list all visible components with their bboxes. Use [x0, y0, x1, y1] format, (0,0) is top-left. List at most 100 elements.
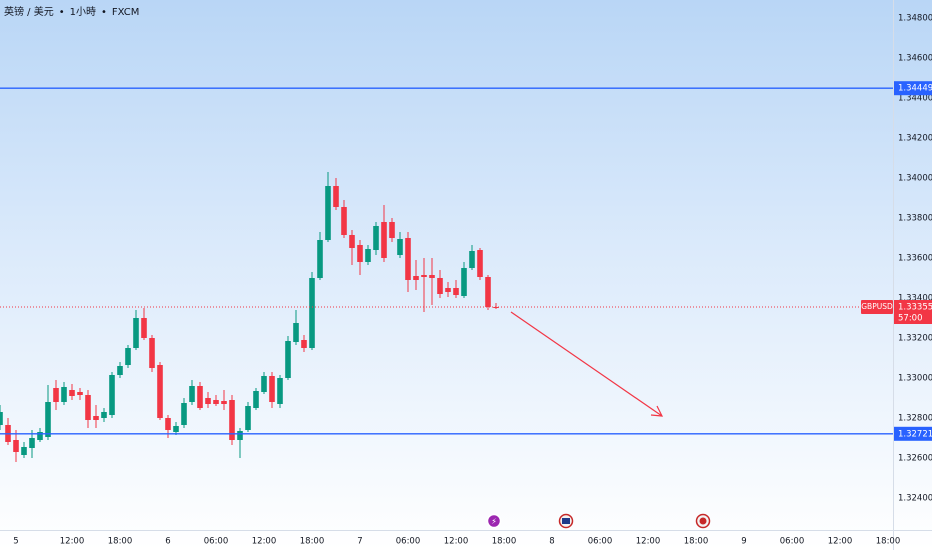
- candle-body: [341, 207, 347, 235]
- candle-body: [13, 440, 19, 452]
- y-tick-label: 1.34400: [898, 94, 932, 104]
- y-tick-label: 1.34600: [898, 54, 932, 64]
- x-tick-label: 06:00: [204, 537, 229, 547]
- interval: 1小時: [70, 6, 96, 18]
- price-level-label: 1.34449: [898, 84, 932, 94]
- candle-body: [93, 416, 99, 420]
- candle-body: [133, 318, 139, 348]
- candle-body: [285, 341, 291, 378]
- y-tick-label: 1.34800: [898, 14, 932, 24]
- y-tick-label: 1.34000: [898, 174, 932, 184]
- candle-body: [229, 400, 235, 440]
- x-tick-label: 12:00: [636, 537, 661, 547]
- x-tick-label: 8: [549, 537, 554, 547]
- y-tick-label: 1.33200: [898, 334, 932, 344]
- candle-body: [301, 340, 307, 348]
- candle-body: [221, 401, 227, 404]
- candle-body: [37, 432, 43, 440]
- y-tick-label: 1.32400: [898, 494, 932, 504]
- y-tick-label: 1.33800: [898, 214, 932, 224]
- candle-body: [261, 376, 267, 392]
- x-tick-label: 9: [741, 537, 746, 547]
- symbol-tag: [861, 300, 893, 314]
- x-tick-label: 7: [357, 537, 362, 547]
- separator: •: [101, 7, 107, 18]
- candle-body: [125, 348, 131, 365]
- pair: 英镑 / 美元: [4, 5, 54, 18]
- candle-body: [333, 186, 339, 207]
- candle-body: [173, 426, 179, 432]
- candle-body: [85, 395, 91, 420]
- x-tick-label: 18:00: [108, 537, 133, 547]
- candle-body: [269, 376, 275, 402]
- candle-body: [21, 447, 27, 455]
- x-tick-label: 06:00: [588, 537, 613, 547]
- candle-body: [421, 275, 427, 277]
- candle-body: [477, 250, 483, 277]
- candle-body: [437, 278, 443, 294]
- x-tick-label: 12:00: [60, 537, 85, 547]
- candles: [0, 172, 499, 462]
- candle-body: [405, 238, 411, 280]
- candle-body: [237, 431, 243, 440]
- x-tick-label: 18:00: [492, 537, 517, 547]
- y-tick-label: 1.33000: [898, 374, 932, 384]
- candle-body: [253, 391, 259, 408]
- candle-body: [357, 245, 363, 262]
- candle-body: [389, 222, 395, 238]
- candle-body: [157, 365, 163, 418]
- candle-body: [189, 386, 195, 402]
- x-tick-label: 12:00: [444, 537, 469, 547]
- source: FXCM: [112, 7, 140, 18]
- candle-body: [197, 386, 203, 408]
- y-tick-label: 1.32600: [898, 454, 932, 464]
- svg-text:⚡: ⚡: [491, 517, 497, 526]
- forecast-arrow: [510, 311, 664, 417]
- candle-body: [101, 412, 107, 418]
- candle-body: [349, 235, 355, 248]
- x-tick-label: 06:00: [396, 537, 421, 547]
- x-tick-label: 18:00: [300, 537, 325, 547]
- candle-body: [373, 226, 379, 250]
- candle-body: [429, 275, 435, 278]
- x-tick-label: 18:00: [684, 537, 709, 547]
- candle-body: [397, 239, 403, 255]
- candle-body: [461, 268, 467, 296]
- x-tick-label: 12:00: [252, 537, 277, 547]
- x-tick-label: 6: [165, 537, 170, 547]
- candle-body: [117, 366, 123, 375]
- y-tick-label: 1.32800: [898, 414, 932, 424]
- symbol-label: GBPUSD: [861, 302, 893, 311]
- candle-body: [181, 403, 187, 425]
- candle-body: [165, 418, 171, 430]
- candle-body: [381, 222, 387, 258]
- candle-body: [149, 338, 155, 368]
- candle-body: [485, 277, 491, 307]
- candle-body: [205, 398, 211, 404]
- candle-body: [109, 375, 115, 415]
- candle-body: [325, 186, 331, 240]
- candle-body: [469, 251, 475, 268]
- x-tick-label: 5: [13, 537, 18, 547]
- candle-body: [365, 249, 371, 262]
- candle-body: [213, 400, 219, 404]
- countdown: 57:00: [898, 314, 923, 324]
- price-level-label: 1.32721: [898, 429, 932, 439]
- candle-body: [293, 323, 299, 342]
- candle-body: [53, 388, 59, 402]
- candle-body: [453, 288, 459, 295]
- y-tick-label: 1.33400: [898, 294, 932, 304]
- x-tick-label: 06:00: [780, 537, 805, 547]
- candle-body: [45, 402, 51, 437]
- candle-body: [0, 412, 3, 425]
- candle-body: [29, 438, 35, 448]
- last-price-label: 1.33355: [898, 303, 932, 313]
- x-tick-label: 18:00: [876, 537, 901, 547]
- candle-body: [61, 387, 67, 402]
- candle-body: [141, 318, 147, 338]
- separator: •: [59, 7, 65, 18]
- candle-body: [413, 276, 419, 280]
- candle-body: [245, 406, 251, 430]
- candle-body: [445, 288, 451, 292]
